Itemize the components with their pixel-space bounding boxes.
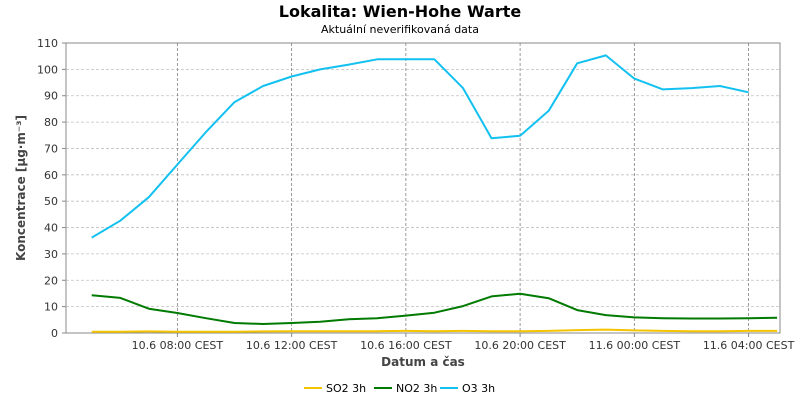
series-line-so2 — [91, 328, 778, 333]
y-tick-label: 80 — [44, 116, 58, 129]
legend-item: SO2 3h — [304, 382, 366, 395]
y-tick-label: 110 — [37, 37, 58, 50]
chart-title: Lokalita: Wien-Hohe Warte — [278, 2, 522, 21]
series-line-o3 — [91, 54, 749, 239]
x-tick-label: 10.6 16:00 CEST — [360, 339, 452, 352]
y-tick-label: 60 — [44, 169, 58, 182]
y-tick-label: 20 — [44, 274, 58, 287]
y-axis-ticks: 0 10 20 30 40 50 60 70 80 90 100 110 — [37, 37, 66, 340]
x-tick-label: 10.6 12:00 CEST — [246, 339, 338, 352]
grid-lines — [66, 43, 780, 333]
legend-item: O3 3h — [440, 382, 495, 395]
y-tick-label: 30 — [44, 248, 58, 261]
y-tick-label: 40 — [44, 222, 58, 235]
legend-label: O3 3h — [462, 382, 495, 395]
y-tick-label: 0 — [51, 327, 58, 340]
y-tick-label: 70 — [44, 142, 58, 155]
x-tick-label: 10.6 20:00 CEST — [474, 339, 566, 352]
y-tick-label: 10 — [44, 301, 58, 314]
x-tick-label: 11.6 00:00 CEST — [589, 339, 681, 352]
y-tick-label: 100 — [37, 63, 58, 76]
y-tick-label: 50 — [44, 195, 58, 208]
y-axis-label: Koncentrace [µg·m⁻³] — [14, 115, 28, 261]
x-tick-label: 11.6 04:00 CEST — [703, 339, 795, 352]
legend-item: NO2 3h — [374, 382, 437, 395]
legend-label: SO2 3h — [326, 382, 366, 395]
x-axis-label: Datum a čas — [381, 355, 465, 369]
plot-area — [65, 42, 781, 334]
series-line-no2 — [91, 292, 778, 325]
chart-subtitle: Aktuální neverifikovaná data — [321, 23, 479, 36]
legend-label: NO2 3h — [396, 382, 437, 395]
series-layer — [91, 54, 778, 333]
x-tick-label: 10.6 08:00 CEST — [132, 339, 224, 352]
legend: SO2 3h NO2 3h O3 3h — [304, 382, 495, 395]
y-tick-label: 90 — [44, 90, 58, 103]
x-axis-ticks: 10.6 08:00 CEST 10.6 12:00 CEST 10.6 16:00… — [132, 333, 795, 352]
